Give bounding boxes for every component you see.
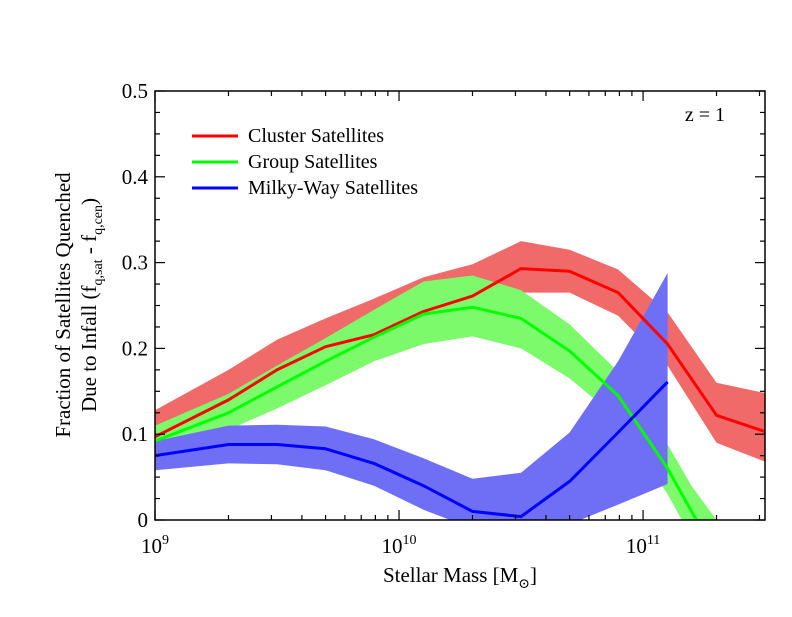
redshift-annotation: z = 1 bbox=[685, 104, 725, 126]
group-satellites-band bbox=[155, 275, 717, 520]
group-satellites-line bbox=[155, 305, 699, 520]
y-axis-label-line1: Fraction of Satellites Quenched bbox=[51, 172, 75, 438]
legend-label-group-satellites: Group Satellites bbox=[248, 151, 378, 173]
legend-label-milky-way-satellites: Milky-Way Satellites bbox=[248, 177, 418, 199]
x-tick-label: 1010 bbox=[382, 533, 417, 558]
x-tick-label: 109 bbox=[141, 533, 169, 558]
tick-layer: 0 0.1 0.2 0.3 0.4 0.5 109 1010 1011 bbox=[122, 79, 765, 558]
x-tick-label: 1011 bbox=[626, 533, 660, 558]
y-tick-label: 0.3 bbox=[122, 251, 148, 275]
cluster-satellites-band bbox=[155, 241, 765, 462]
x-axis-label: Stellar Mass [M⊙] bbox=[383, 563, 537, 592]
line-layer bbox=[155, 267, 765, 520]
y-tick-label: 0.4 bbox=[122, 165, 149, 189]
band-layer bbox=[155, 241, 765, 520]
y-tick-label: 0.2 bbox=[122, 336, 148, 360]
y-tick-label: 0.1 bbox=[122, 422, 148, 446]
y-tick-label: 0.5 bbox=[122, 79, 148, 103]
cluster-satellites-line bbox=[155, 267, 765, 439]
y-axis-label-line2: Due to Infall (fq,sat - fq,cen) bbox=[77, 198, 106, 412]
y-axis-label: Fraction of Satellites Quenched Due to I… bbox=[51, 172, 106, 438]
legend: Cluster Satellites Group Satellites Milky-… bbox=[192, 125, 418, 199]
y-tick-label: 0 bbox=[138, 508, 149, 532]
milky-way-satellites-band bbox=[155, 272, 668, 520]
milky-way-satellites-line bbox=[155, 380, 669, 519]
legend-label-cluster-satellites: Cluster Satellites bbox=[248, 125, 384, 147]
